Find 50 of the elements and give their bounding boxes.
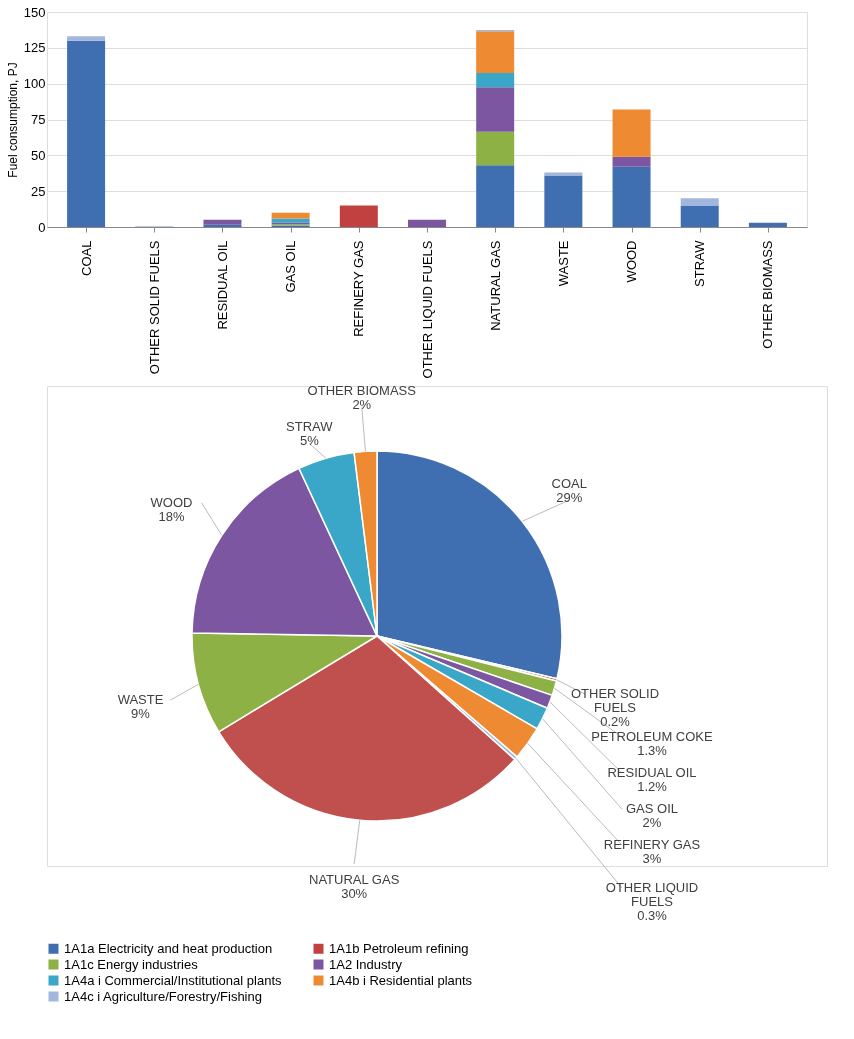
data-label: 0.3% — [637, 908, 668, 924]
y-tick-label: 25 — [31, 183, 46, 199]
slice-label: GAS OIL — [625, 801, 679, 817]
slice-label: OTHER LIQUID FUELS — [605, 880, 699, 910]
data-label: 2% — [642, 815, 662, 831]
x-tick-label: WOOD — [624, 240, 640, 283]
data-label: 0.2% — [600, 714, 631, 730]
data-label: 29% — [556, 490, 583, 506]
x-tick-label: RESIDUAL OIL — [214, 240, 230, 330]
legend-label: 1A1c Energy industries — [64, 956, 199, 972]
legend-label: 1A2 Industry — [329, 956, 403, 972]
y-tick-label: 150 — [23, 4, 46, 20]
x-tick-label: WASTE — [555, 240, 571, 287]
y-tick-label: 125 — [23, 40, 46, 56]
y-tick-label: 0 — [38, 219, 46, 235]
legend-label: 1A4c i Agriculture/Forestry/Fishing — [64, 988, 262, 1004]
slice-label: WASTE — [117, 692, 164, 708]
y-axis-title: Fuel consumption, PJ — [5, 62, 20, 178]
data-label: 1.3% — [637, 743, 668, 759]
data-label: 9% — [131, 706, 151, 722]
x-tick-label: REFINERY GAS — [351, 240, 367, 337]
x-tick-label: OTHER BIOMASS — [760, 240, 776, 349]
x-tick-label: NATURAL GAS — [487, 240, 503, 331]
slice-label: COAL — [551, 476, 587, 492]
y-tick-label: 50 — [31, 147, 46, 163]
data-label: 2% — [352, 397, 372, 413]
x-tick-label: OTHER LIQUID FUELS — [419, 240, 435, 379]
data-label: 30% — [341, 885, 368, 901]
data-label: 1.2% — [637, 779, 668, 795]
legend-label: 1A4a i Commercial/Institutional plants — [64, 972, 282, 988]
data-label: 18% — [158, 508, 185, 524]
y-tick-label: 75 — [31, 112, 46, 127]
slice-label: RESIDUAL OIL — [607, 765, 697, 781]
legend-label: 1A1b Petroleum refining — [329, 940, 469, 956]
slice-label: REFINERY GAS — [603, 837, 701, 853]
data-label: 3% — [642, 851, 662, 867]
legend-label: 1A4b i Residential plants — [329, 972, 473, 988]
x-tick-label: COAL — [78, 240, 94, 276]
x-tick-label: GAS OIL — [283, 240, 299, 293]
slice-label: STRAW — [286, 419, 334, 435]
slice-label: OTHER SOLID FUELS — [570, 686, 660, 716]
y-tick-label: 100 — [23, 76, 46, 92]
slice-label: NATURAL GAS — [309, 871, 400, 887]
slice-label: WOOD — [150, 494, 193, 510]
data-label: 5% — [299, 433, 320, 449]
slice-label: OTHER BIOMASS — [307, 383, 417, 399]
legend-label: 1A1a Electricity and heat production — [64, 940, 273, 956]
slice-label: PETROLEUM COKE — [591, 729, 713, 745]
x-tick-label: OTHER SOLID FUELS — [146, 240, 162, 375]
x-tick-label: STRAW — [692, 239, 708, 287]
